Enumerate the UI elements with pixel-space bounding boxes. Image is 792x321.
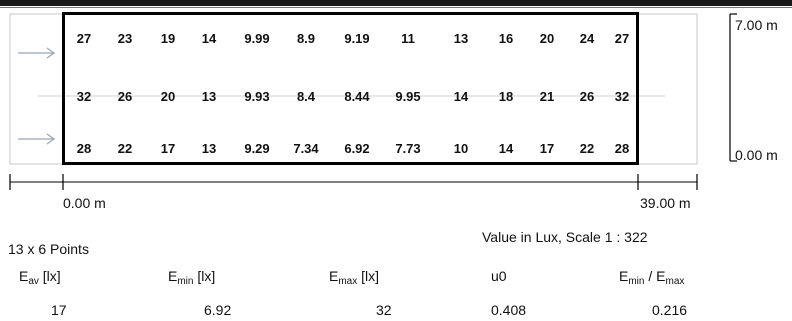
- grid-value-r2-c4: 13: [202, 89, 216, 104]
- grid-value-r3-c10: 14: [499, 141, 514, 156]
- eav-sub: av: [28, 276, 39, 287]
- points-label: 13 x 6 Points: [8, 241, 89, 257]
- grid-value-r3-c1: 28: [77, 141, 91, 156]
- emax-sub: max: [338, 276, 358, 287]
- grid-value-r3-c3: 17: [161, 141, 175, 156]
- grid-value-r1-c3: 19: [161, 31, 175, 46]
- grid-value-r1-c1: 27: [77, 31, 91, 46]
- arrow-top-icon: [18, 47, 56, 59]
- grid-value-r2-c6: 8.4: [297, 89, 316, 104]
- u0-header: u0: [491, 268, 507, 284]
- top-border-line: [0, 7, 792, 8]
- grid-value-r2-c2: 26: [118, 89, 132, 104]
- grid-value-r2-c3: 20: [161, 89, 175, 104]
- arrow-bottom-icon: [18, 133, 56, 145]
- emax-unit: [lx]: [357, 268, 380, 284]
- ratio-sep: /: [644, 268, 657, 284]
- u0-value: 0.408: [491, 302, 527, 318]
- grid-value-r3-c5: 9.29: [244, 141, 269, 156]
- grid-value-r1-c6: 8.9: [297, 31, 315, 46]
- eav-unit: [lx]: [38, 268, 61, 284]
- ratio-sub-b: max: [665, 276, 685, 287]
- value-grid: 27 23 19 14 9.99 8.9 9.19 11 13 16 20 24 27 32 26 20 13 9…: [77, 31, 629, 156]
- emin-unit: [lx]: [193, 268, 216, 284]
- eav-header: Eav [lx]: [19, 268, 61, 287]
- grid-value-r1-c13: 27: [615, 31, 629, 46]
- grid-value-r1-c5: 9.99: [244, 31, 269, 46]
- grid-value-r2-c9: 14: [454, 89, 469, 104]
- calculation-area: [62, 12, 639, 165]
- room-plan: 27 23 19 14 9.99 8.9 9.19 11 13 16 20 24 27 32 26 20 13 9…: [9, 12, 778, 211]
- ratio-letter-b: E: [656, 268, 666, 284]
- emax-letter: E: [329, 268, 339, 284]
- grid-value-r1-c12: 24: [580, 31, 595, 46]
- ratio-letter-a: E: [619, 268, 629, 284]
- grid-value-r2-c12: 26: [580, 89, 594, 104]
- emin-sub: min: [177, 276, 194, 287]
- emin-letter: E: [168, 268, 178, 284]
- grid-value-r1-c2: 23: [118, 31, 132, 46]
- grid-value-r1-c4: 14: [202, 31, 217, 46]
- grid-value-r2-c13: 32: [615, 89, 629, 104]
- scale-label: Value in Lux, Scale 1 : 322: [482, 229, 648, 245]
- grid-value-r2-c5: 9.93: [244, 89, 269, 104]
- grid-value-r1-c8: 11: [401, 31, 415, 46]
- ratio-header: Emin / Emax: [619, 268, 684, 287]
- grid-value-r1-c10: 16: [499, 31, 513, 46]
- top-border: [0, 0, 792, 6]
- grid-value-r2-c10: 18: [499, 89, 513, 104]
- height-top-label: 7.00 m: [735, 17, 778, 33]
- grid-value-r3-c9: 10: [454, 141, 468, 156]
- grid-value-r3-c12: 22: [580, 141, 594, 156]
- width-start-label: 0.00 m: [63, 195, 106, 211]
- ratio-sub-a: min: [628, 276, 645, 287]
- grid-value-r2-c8: 9.95: [395, 89, 420, 104]
- grid-value-r1-c7: 9.19: [344, 31, 369, 46]
- eav-letter: E: [19, 268, 29, 284]
- width-end-label: 39.00 m: [640, 195, 691, 211]
- emin-header: Emin [lx]: [168, 268, 215, 287]
- grid-value-r2-c1: 32: [77, 89, 91, 104]
- grid-value-r3-c6: 7.34: [293, 141, 319, 156]
- height-bottom-label: 0.00 m: [735, 147, 778, 163]
- emax-header: Emax [lx]: [329, 268, 379, 287]
- grid-value-r1-c11: 20: [540, 31, 554, 46]
- grid-value-r3-c4: 13: [202, 141, 216, 156]
- grid-value-r3-c8: 7.73: [395, 141, 420, 156]
- grid-value-r3-c11: 17: [540, 141, 554, 156]
- grid-value-r3-c7: 6.92: [344, 141, 369, 156]
- eav-value: 17: [51, 302, 67, 318]
- ratio-value: 0.216: [652, 302, 688, 318]
- grid-value-r1-c9: 13: [454, 31, 468, 46]
- grid-value-r3-c2: 22: [118, 141, 132, 156]
- emax-value: 32: [376, 302, 392, 318]
- grid-value-r3-c13: 28: [615, 141, 629, 156]
- grid-value-r2-c7: 8.44: [344, 89, 370, 104]
- emin-value: 6.92: [204, 302, 232, 318]
- grid-value-r2-c11: 21: [540, 89, 554, 104]
